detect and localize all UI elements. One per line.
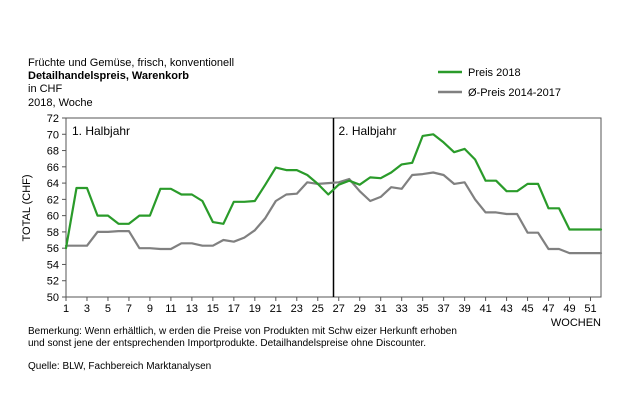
x-tick-label: 25 xyxy=(312,303,324,315)
x-tick-label: 43 xyxy=(500,303,512,315)
y-tick-label: 52 xyxy=(47,276,59,288)
x-tick-label: 37 xyxy=(438,303,450,315)
y-tick-label: 60 xyxy=(47,211,59,223)
x-tick-label: 23 xyxy=(291,303,303,315)
y-tick-label: 56 xyxy=(47,243,59,255)
x-tick-label: 19 xyxy=(249,303,261,315)
y-tick-label: 50 xyxy=(47,292,59,304)
legend-label: Ø-Preis 2014-2017 xyxy=(468,87,561,99)
series-line-avg-2014-2017 xyxy=(64,171,603,255)
x-tick-label: 9 xyxy=(147,303,153,315)
y-tick-label: 64 xyxy=(47,178,59,190)
y-tick-label: 68 xyxy=(47,146,59,158)
y-axis-title: TOTAL (CHF) xyxy=(21,174,33,241)
series-line-preis-2018 xyxy=(64,133,603,250)
x-tick-label: 39 xyxy=(459,303,471,315)
header-line-2: Detailhandelspreis, Warenkorb xyxy=(28,70,189,82)
y-tick-label: 54 xyxy=(47,259,59,271)
half-year-label-2: 2. Halbjahr xyxy=(339,124,397,138)
x-tick-label: 3 xyxy=(84,303,90,315)
x-tick-label: 11 xyxy=(165,303,176,315)
x-tick-label: 7 xyxy=(126,303,132,315)
x-tick-label: 13 xyxy=(186,303,198,315)
x-tick-label: 29 xyxy=(354,303,366,315)
x-tick-label: 27 xyxy=(333,303,345,315)
x-tick-label: 41 xyxy=(479,303,491,315)
x-tick-label: 5 xyxy=(105,303,111,315)
x-tick-label: 33 xyxy=(396,303,408,315)
x-tick-label: 51 xyxy=(584,303,596,315)
source-line: Quelle: BLW, Fachbereich Marktanalysen xyxy=(28,361,212,372)
y-tick-label: 72 xyxy=(47,113,59,125)
x-tick-label: 31 xyxy=(375,303,387,315)
legend-label: Preis 2018 xyxy=(468,67,521,79)
y-tick-label: 62 xyxy=(47,194,59,206)
x-tick-label: 35 xyxy=(417,303,429,315)
header-line-4: 2018, Woche xyxy=(28,97,93,109)
x-tick-label: 17 xyxy=(228,303,240,315)
x-axis-title: WOCHEN xyxy=(551,317,601,329)
half-year-label-1: 1. Halbjahr xyxy=(72,124,130,138)
note-line-2: und sonst jene der entsprechenden Import… xyxy=(28,338,427,349)
x-tick-label: 21 xyxy=(270,303,282,315)
x-tick-label: 45 xyxy=(521,303,533,315)
y-tick-label: 70 xyxy=(47,129,59,141)
x-tick-label: 15 xyxy=(207,303,219,315)
x-tick-label: 49 xyxy=(563,303,575,315)
x-tick-label: 1 xyxy=(63,303,69,315)
header-line-3: in CHF xyxy=(28,83,63,95)
y-tick-label: 58 xyxy=(47,227,59,239)
header-line-1: Früchte und Gemüse, frisch, konventionel… xyxy=(28,57,235,69)
x-tick-label: 47 xyxy=(542,303,554,315)
y-tick-label: 66 xyxy=(47,162,59,174)
note-line-1: Bemerkung: Wenn erhältlich, w erden die … xyxy=(28,326,457,337)
